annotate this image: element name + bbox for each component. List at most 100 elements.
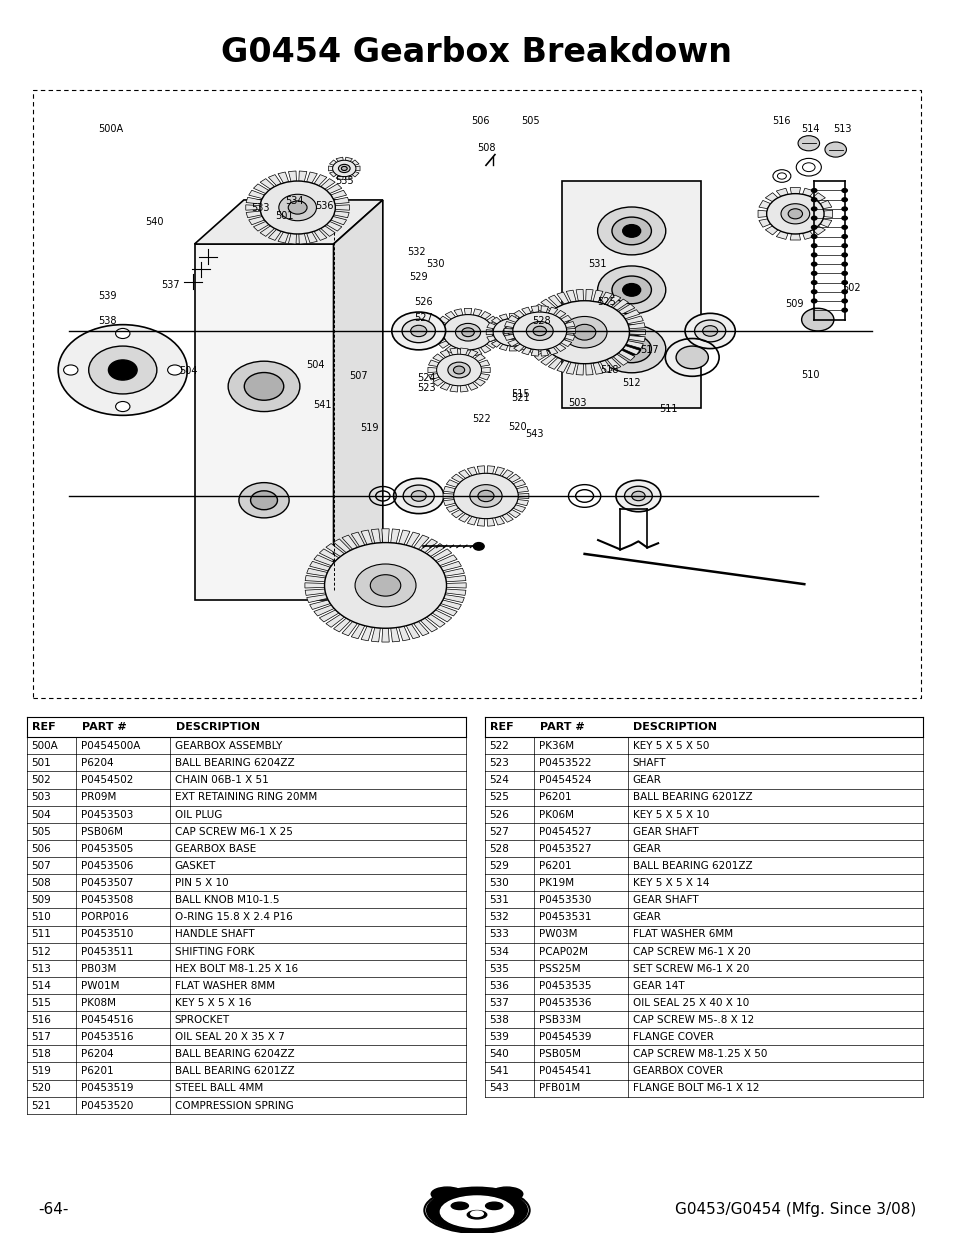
Text: 509: 509 xyxy=(784,299,802,309)
Circle shape xyxy=(333,161,355,177)
Polygon shape xyxy=(509,346,516,351)
Polygon shape xyxy=(529,336,538,342)
Polygon shape xyxy=(334,538,351,553)
Circle shape xyxy=(411,490,426,501)
Text: 511: 511 xyxy=(31,930,51,940)
Text: 512: 512 xyxy=(31,946,51,957)
Polygon shape xyxy=(440,600,461,610)
Polygon shape xyxy=(491,341,500,347)
Circle shape xyxy=(469,484,501,508)
Polygon shape xyxy=(507,315,518,322)
Circle shape xyxy=(338,164,350,173)
Polygon shape xyxy=(432,610,452,622)
Text: PCAP02M: PCAP02M xyxy=(538,946,587,957)
Text: GEAR: GEAR xyxy=(632,913,660,923)
Polygon shape xyxy=(628,336,644,342)
Text: 541: 541 xyxy=(314,400,332,410)
Polygon shape xyxy=(531,306,538,312)
Polygon shape xyxy=(498,314,507,320)
Polygon shape xyxy=(486,322,496,329)
Text: CAP SCREW M6-1 X 25: CAP SCREW M6-1 X 25 xyxy=(174,826,293,837)
Polygon shape xyxy=(473,309,481,316)
Polygon shape xyxy=(246,198,261,204)
Polygon shape xyxy=(822,210,832,217)
Polygon shape xyxy=(445,346,456,353)
Polygon shape xyxy=(439,383,450,390)
Text: PART #: PART # xyxy=(82,722,127,732)
Polygon shape xyxy=(432,548,452,561)
Text: P0454527: P0454527 xyxy=(538,826,591,837)
Polygon shape xyxy=(445,576,465,582)
Circle shape xyxy=(513,312,566,350)
Polygon shape xyxy=(524,341,534,347)
Polygon shape xyxy=(532,330,539,335)
Circle shape xyxy=(561,316,606,348)
Text: 538: 538 xyxy=(489,1015,509,1025)
Text: P0454541: P0454541 xyxy=(538,1066,591,1077)
Polygon shape xyxy=(454,309,462,316)
Text: P0453527: P0453527 xyxy=(538,844,591,853)
Text: 517: 517 xyxy=(639,345,658,354)
Text: PSB05M: PSB05M xyxy=(538,1050,580,1060)
Text: 534: 534 xyxy=(489,946,509,957)
Circle shape xyxy=(447,362,470,378)
Text: 540: 540 xyxy=(489,1050,509,1060)
Polygon shape xyxy=(529,346,546,354)
Polygon shape xyxy=(450,385,457,391)
Polygon shape xyxy=(306,594,327,603)
Polygon shape xyxy=(443,594,464,603)
Text: 506: 506 xyxy=(471,116,489,126)
Circle shape xyxy=(403,485,434,506)
Circle shape xyxy=(324,542,446,629)
Polygon shape xyxy=(352,161,358,165)
Polygon shape xyxy=(331,190,346,199)
Polygon shape xyxy=(249,190,264,199)
Text: P6201: P6201 xyxy=(538,861,571,871)
Text: 513: 513 xyxy=(31,963,51,973)
Polygon shape xyxy=(560,340,571,347)
Text: CAP SCREW M5-.8 X 12: CAP SCREW M5-.8 X 12 xyxy=(632,1015,753,1025)
Polygon shape xyxy=(566,329,575,333)
Polygon shape xyxy=(593,290,602,303)
Polygon shape xyxy=(310,600,330,610)
Polygon shape xyxy=(524,317,534,324)
Polygon shape xyxy=(443,499,455,505)
Text: 533: 533 xyxy=(489,930,509,940)
Polygon shape xyxy=(381,629,389,642)
Polygon shape xyxy=(513,310,524,317)
Text: 509: 509 xyxy=(31,895,51,905)
Text: 515: 515 xyxy=(510,389,529,399)
Polygon shape xyxy=(329,161,336,165)
Polygon shape xyxy=(801,231,814,240)
Text: 510: 510 xyxy=(801,370,819,380)
Text: 523: 523 xyxy=(489,758,509,768)
Circle shape xyxy=(454,473,517,519)
Text: PFB01M: PFB01M xyxy=(538,1083,579,1093)
Polygon shape xyxy=(277,172,289,183)
Polygon shape xyxy=(560,315,571,322)
Circle shape xyxy=(355,564,416,606)
Polygon shape xyxy=(371,627,380,642)
Circle shape xyxy=(787,209,801,219)
Polygon shape xyxy=(820,219,831,227)
Circle shape xyxy=(244,373,283,400)
Text: PK19M: PK19M xyxy=(538,878,574,888)
Polygon shape xyxy=(406,624,419,638)
Polygon shape xyxy=(320,179,335,189)
Polygon shape xyxy=(507,340,518,347)
Text: 500A: 500A xyxy=(31,741,58,751)
Polygon shape xyxy=(439,350,450,357)
Bar xyxy=(561,182,700,408)
Text: PORP016: PORP016 xyxy=(81,913,129,923)
Polygon shape xyxy=(305,576,325,582)
Text: P0453511: P0453511 xyxy=(81,946,133,957)
Text: OIL SEAL 25 X 40 X 10: OIL SEAL 25 X 40 X 10 xyxy=(632,998,748,1008)
Text: BALL BEARING 6201ZZ: BALL BEARING 6201ZZ xyxy=(632,861,751,871)
Text: P0453516: P0453516 xyxy=(81,1032,133,1042)
Polygon shape xyxy=(548,295,561,306)
Text: 536: 536 xyxy=(489,981,509,990)
Circle shape xyxy=(622,342,640,356)
Text: P0453522: P0453522 xyxy=(538,758,591,768)
Text: 500A: 500A xyxy=(98,125,124,135)
Polygon shape xyxy=(508,510,520,517)
